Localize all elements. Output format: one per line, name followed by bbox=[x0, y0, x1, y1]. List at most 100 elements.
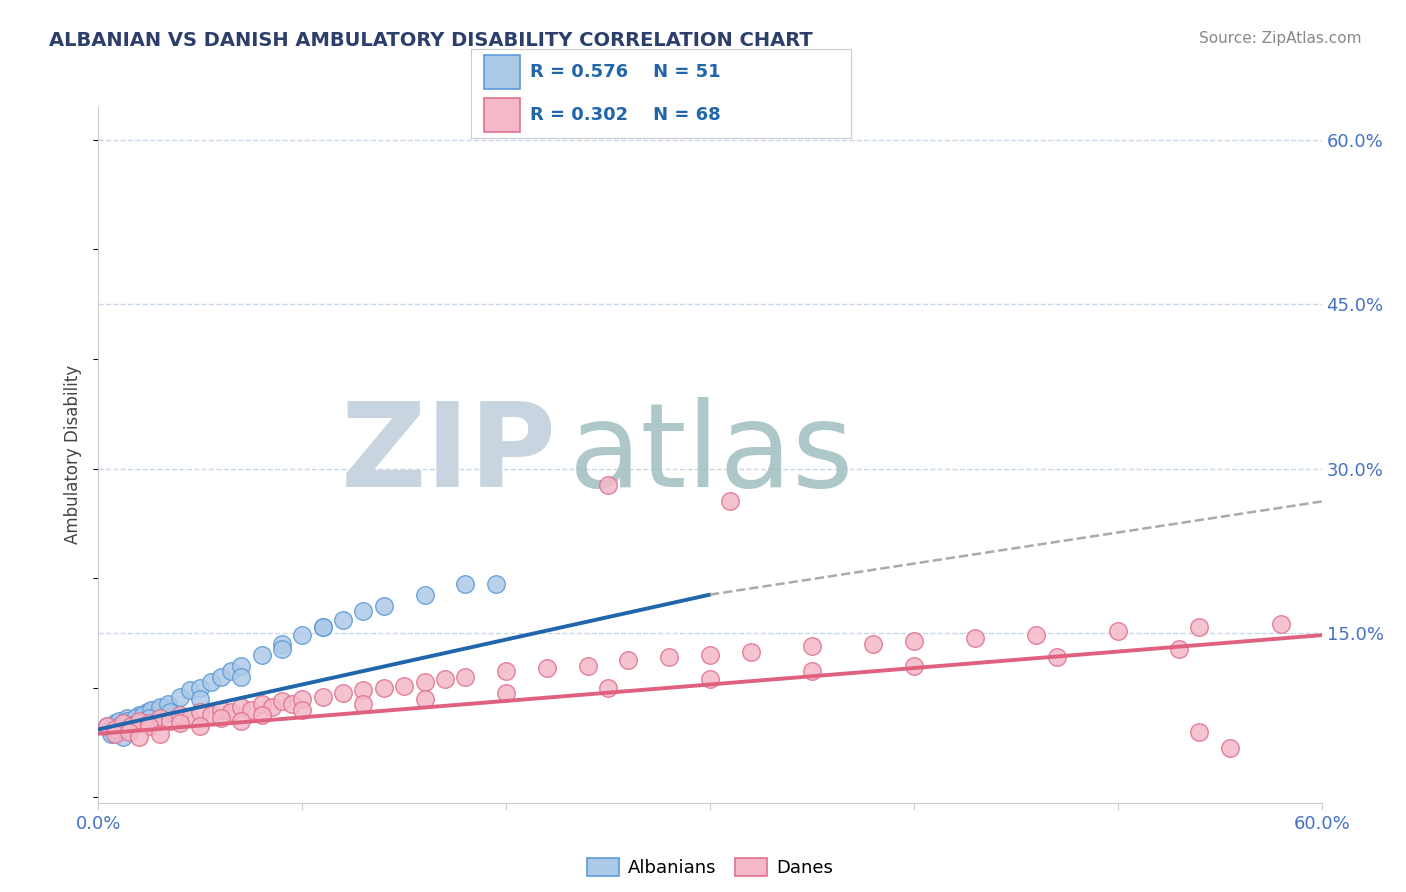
Point bbox=[658, 650, 681, 665]
Point bbox=[159, 705, 181, 719]
Point bbox=[495, 686, 517, 700]
Point bbox=[903, 633, 925, 648]
Point bbox=[413, 675, 436, 690]
Point bbox=[312, 620, 335, 634]
Point bbox=[111, 723, 134, 737]
Point bbox=[100, 727, 122, 741]
Point bbox=[312, 690, 335, 704]
Point bbox=[149, 727, 172, 741]
Point bbox=[1219, 741, 1241, 756]
Point bbox=[115, 711, 138, 725]
Point bbox=[291, 691, 314, 706]
FancyBboxPatch shape bbox=[484, 98, 520, 132]
Point bbox=[188, 719, 212, 733]
FancyBboxPatch shape bbox=[484, 55, 520, 89]
Point bbox=[903, 658, 925, 673]
Text: atlas: atlas bbox=[569, 398, 855, 512]
Point bbox=[111, 715, 134, 730]
Point bbox=[801, 639, 824, 653]
Point bbox=[100, 724, 122, 739]
Point bbox=[169, 690, 191, 704]
Point bbox=[149, 700, 172, 714]
Point bbox=[128, 715, 150, 730]
Point bbox=[120, 719, 142, 733]
Point bbox=[312, 620, 335, 634]
Point bbox=[373, 599, 395, 613]
Point bbox=[115, 714, 138, 728]
Text: ALBANIAN VS DANISH AMBULATORY DISABILITY CORRELATION CHART: ALBANIAN VS DANISH AMBULATORY DISABILITY… bbox=[49, 31, 813, 50]
Point bbox=[188, 705, 212, 719]
Point bbox=[231, 658, 253, 673]
Point bbox=[118, 724, 141, 739]
Point bbox=[179, 711, 201, 725]
Point bbox=[96, 719, 118, 733]
Point bbox=[141, 711, 163, 725]
Point bbox=[598, 681, 620, 695]
Point bbox=[96, 719, 118, 733]
Y-axis label: Ambulatory Disability: Ambulatory Disability bbox=[65, 366, 83, 544]
Point bbox=[1270, 617, 1292, 632]
Point bbox=[576, 658, 599, 673]
Text: Source: ZipAtlas.com: Source: ZipAtlas.com bbox=[1198, 31, 1361, 46]
Point bbox=[104, 723, 127, 737]
Point bbox=[392, 679, 416, 693]
Point bbox=[413, 588, 436, 602]
Point bbox=[352, 682, 374, 697]
Point bbox=[352, 604, 374, 618]
Point bbox=[209, 711, 232, 725]
Point bbox=[200, 708, 222, 723]
Point bbox=[138, 715, 160, 730]
Point bbox=[291, 703, 314, 717]
Point bbox=[332, 613, 354, 627]
Point bbox=[104, 727, 127, 741]
Point bbox=[699, 648, 721, 662]
Point bbox=[1188, 620, 1211, 634]
Point bbox=[132, 714, 155, 728]
Point bbox=[209, 703, 232, 717]
Point bbox=[250, 708, 273, 723]
Point bbox=[156, 697, 179, 711]
Point bbox=[270, 694, 294, 708]
Point bbox=[124, 711, 146, 725]
Point bbox=[104, 724, 127, 739]
Point bbox=[231, 700, 253, 714]
Point bbox=[270, 637, 294, 651]
Point bbox=[219, 705, 242, 719]
Point bbox=[132, 708, 155, 723]
Point bbox=[152, 700, 174, 714]
Point bbox=[1045, 650, 1069, 665]
Point bbox=[120, 719, 142, 733]
Point bbox=[332, 686, 354, 700]
Point bbox=[454, 670, 477, 684]
Point bbox=[240, 703, 263, 717]
Point bbox=[1107, 624, 1129, 638]
Point bbox=[260, 700, 283, 714]
Point bbox=[231, 714, 253, 728]
Point bbox=[120, 718, 142, 732]
Point bbox=[188, 691, 212, 706]
Point bbox=[149, 711, 172, 725]
Point bbox=[104, 715, 127, 730]
Point bbox=[281, 697, 304, 711]
Point bbox=[1025, 628, 1047, 642]
Point bbox=[138, 711, 160, 725]
Point bbox=[128, 708, 150, 723]
Point bbox=[219, 665, 242, 679]
Point bbox=[965, 632, 987, 646]
Point bbox=[598, 478, 620, 492]
Point bbox=[200, 675, 222, 690]
Point bbox=[250, 697, 273, 711]
Point bbox=[108, 714, 131, 728]
Point bbox=[291, 628, 314, 642]
Point bbox=[485, 576, 508, 591]
Point bbox=[169, 715, 191, 730]
Text: R = 0.302    N = 68: R = 0.302 N = 68 bbox=[530, 106, 721, 124]
Point bbox=[699, 672, 721, 686]
Point bbox=[188, 681, 212, 695]
Point bbox=[149, 708, 172, 723]
Point bbox=[862, 637, 884, 651]
Point bbox=[352, 697, 374, 711]
Point bbox=[159, 714, 181, 728]
Point bbox=[270, 642, 294, 657]
Point bbox=[740, 644, 762, 658]
